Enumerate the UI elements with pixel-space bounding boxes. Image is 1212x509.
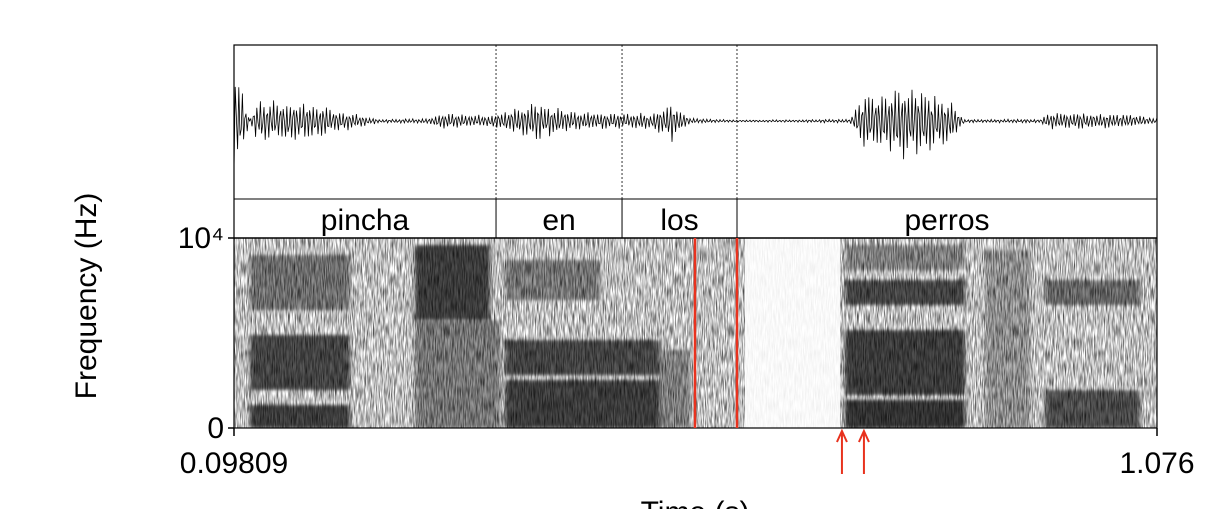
silence xyxy=(745,238,840,428)
tier-label: perros xyxy=(904,204,989,237)
tier-label: los xyxy=(660,204,698,237)
tier-label: pincha xyxy=(321,204,410,237)
marker-arrow xyxy=(836,428,848,474)
y-tick-label: 0 xyxy=(207,412,224,445)
marker-arrow xyxy=(858,428,870,474)
waveform xyxy=(233,86,1158,172)
x-tick-label: 0.09809 xyxy=(180,447,288,480)
x-axis-label: Time (s) xyxy=(641,496,750,509)
x-tick-label: 1.076 xyxy=(1119,447,1194,480)
tier-label: en xyxy=(542,204,575,237)
y-tick-label: 10⁴ xyxy=(178,222,224,255)
y-axis-label: Frequency (Hz) xyxy=(70,193,103,400)
